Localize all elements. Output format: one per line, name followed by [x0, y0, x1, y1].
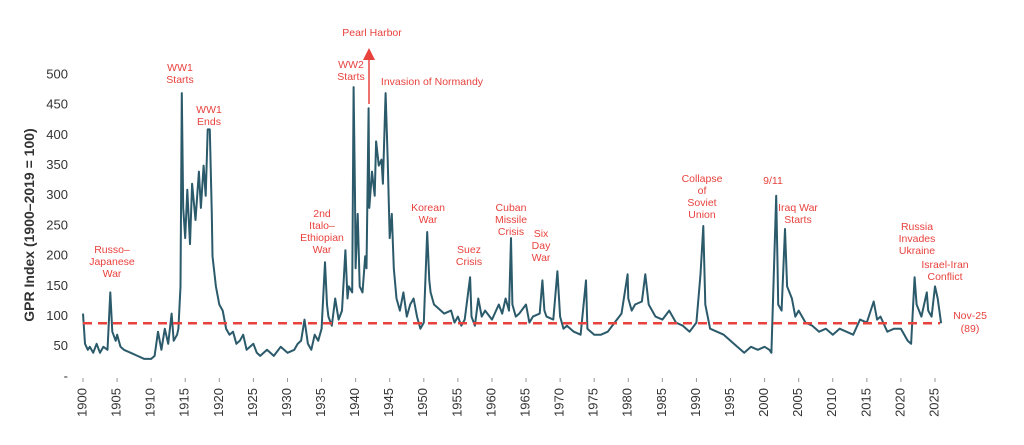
annotation: Union: [688, 209, 716, 221]
annotation: Ukraine: [899, 245, 935, 257]
x-tick-label: 1960: [483, 388, 498, 417]
annotation: Suez: [457, 244, 481, 256]
x-tick-label: 1985: [654, 388, 669, 417]
x-tick-label: 1935: [313, 388, 328, 417]
reference-label: Nov-25: [953, 310, 987, 322]
annotation: Cuban: [496, 202, 527, 214]
annotation: Israel-Iran: [921, 259, 968, 271]
x-tick-label: 1995: [722, 388, 737, 417]
annotation: Conflict: [927, 271, 962, 283]
annotation: Collapse: [682, 173, 723, 185]
x-tick-label: 1980: [620, 388, 635, 417]
x-tick-label: 1920: [211, 388, 226, 417]
x-tick-label: 2025: [926, 388, 941, 417]
y-tick-label: 350: [46, 157, 68, 172]
x-tick-label: 2010: [824, 388, 839, 417]
reference-label: (89): [961, 323, 980, 335]
x-tick-label: 1925: [245, 388, 260, 417]
x-tick-label: 1950: [415, 388, 430, 417]
annotation: Russia: [901, 221, 933, 233]
annotation: Crisis: [498, 226, 524, 238]
annotation: Ethiopian: [300, 232, 344, 244]
annotation: Invades: [899, 233, 936, 245]
x-tick-label: 1945: [381, 388, 396, 417]
annotation: War: [419, 214, 438, 226]
annotation: 2nd: [313, 208, 331, 220]
annotation: Starts: [166, 74, 193, 86]
annotation: Missile: [495, 214, 527, 226]
annotation: Starts: [784, 214, 811, 226]
y-tick-label: 100: [46, 308, 68, 323]
x-tick-label: 1955: [449, 388, 464, 417]
x-tick-label: 1905: [109, 388, 124, 417]
annotation: Japanese: [89, 256, 135, 268]
x-tick-label: 1910: [143, 388, 158, 417]
y-tick-label: 250: [46, 217, 68, 232]
annotation: of: [698, 185, 707, 197]
annotation: WW1: [196, 104, 222, 116]
x-tick-label: 2015: [858, 388, 873, 417]
y-tick-label: -: [64, 368, 68, 383]
x-tick-label: 1970: [552, 388, 567, 417]
annotation: War: [103, 268, 122, 280]
annotation: War: [313, 244, 332, 256]
y-tick-label: 150: [46, 278, 68, 293]
arrow-head: [363, 48, 375, 60]
annotation: Six: [534, 228, 549, 240]
y-tick-label: 300: [46, 187, 68, 202]
x-tick-label: 1940: [347, 388, 362, 417]
y-tick-label: 450: [46, 97, 68, 112]
x-tick-label: 2020: [892, 388, 907, 417]
y-axis-label: GPR Index (1900–2019 = 100): [21, 128, 37, 321]
annotation: Ends: [197, 116, 221, 128]
x-tick-label: 1965: [517, 388, 532, 417]
annotation: Russo–: [94, 244, 130, 256]
annotation: Soviet: [687, 197, 716, 209]
annotation: Iraq War: [778, 202, 818, 214]
annotation: WW1: [167, 62, 193, 74]
annotation: Pearl Harbor: [342, 27, 402, 39]
y-tick-label: 50: [54, 338, 68, 353]
x-tick-label: 2000: [756, 388, 771, 417]
x-tick-label: 1930: [279, 388, 294, 417]
annotation: Italo–: [309, 220, 335, 232]
annotation: WW2: [338, 59, 364, 71]
x-tick-label: 1990: [688, 388, 703, 417]
y-tick-label: 400: [46, 127, 68, 142]
data-line: [82, 86, 943, 360]
annotation: 9/11: [763, 175, 783, 187]
annotation: War: [532, 252, 551, 264]
x-tick-label: 1900: [74, 388, 89, 417]
x-tick-label: 1975: [586, 388, 601, 417]
annotation: Crisis: [456, 256, 482, 268]
y-tick-label: 200: [46, 248, 68, 263]
x-tick-label: 2005: [790, 388, 805, 417]
y-tick-label: 500: [46, 66, 68, 81]
annotation: Day: [532, 240, 551, 252]
x-tick-label: 1915: [177, 388, 192, 417]
annotation: Starts: [337, 71, 364, 83]
annotation: Invasion of Normandy: [381, 76, 484, 88]
annotation: Korean: [411, 202, 445, 214]
